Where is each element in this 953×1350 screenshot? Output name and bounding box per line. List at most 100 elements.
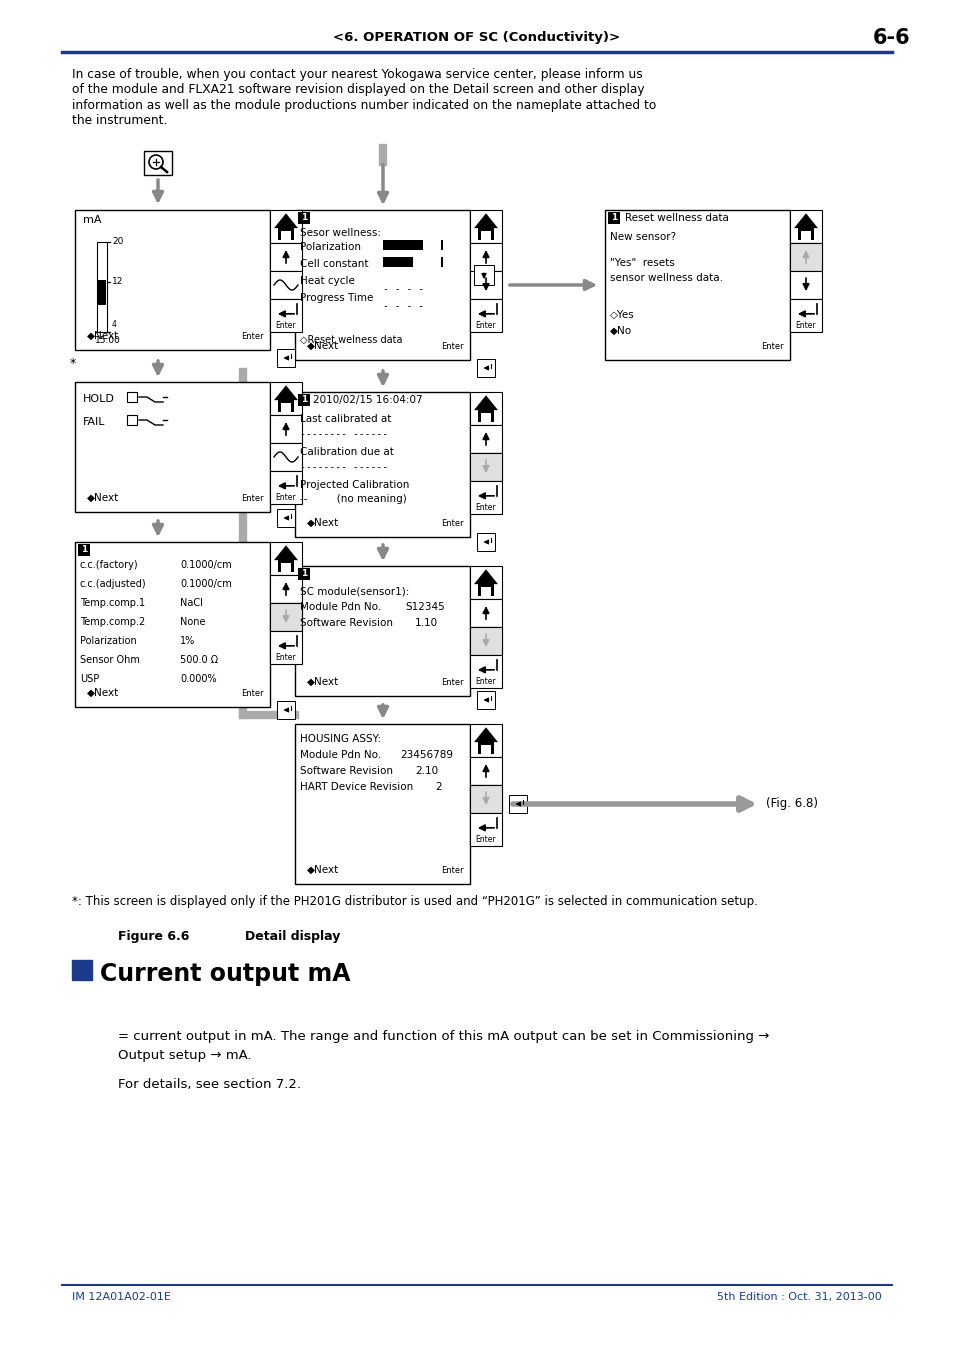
Bar bbox=[144, 151, 172, 176]
Text: Polarization: Polarization bbox=[80, 636, 136, 647]
Bar bbox=[470, 626, 501, 655]
Text: New sensor?: New sensor? bbox=[609, 232, 676, 242]
Text: 6-6: 6-6 bbox=[871, 28, 909, 49]
Bar bbox=[509, 795, 526, 813]
Text: 500.0 Ω: 500.0 Ω bbox=[180, 655, 218, 666]
Bar bbox=[270, 243, 302, 271]
Bar bbox=[277, 400, 294, 412]
Text: Enter: Enter bbox=[240, 494, 263, 504]
Bar bbox=[75, 211, 270, 350]
Bar bbox=[276, 350, 294, 367]
Bar bbox=[474, 265, 494, 285]
Polygon shape bbox=[793, 213, 817, 228]
Bar bbox=[476, 691, 495, 709]
Text: c.c.(adjusted): c.c.(adjusted) bbox=[80, 579, 147, 589]
Text: 1%: 1% bbox=[180, 636, 195, 647]
Text: Module Pdn No.: Module Pdn No. bbox=[299, 751, 381, 760]
Bar bbox=[270, 471, 302, 504]
Text: mA: mA bbox=[83, 215, 101, 225]
Text: *: * bbox=[70, 356, 76, 370]
Bar bbox=[477, 741, 494, 753]
Bar bbox=[789, 243, 821, 271]
Bar bbox=[297, 212, 310, 224]
Text: Enter: Enter bbox=[476, 676, 496, 686]
Bar bbox=[98, 279, 106, 305]
Bar bbox=[270, 271, 302, 298]
Text: ◆Next: ◆Next bbox=[307, 518, 339, 528]
Text: Enter: Enter bbox=[795, 321, 816, 329]
Text: Enter: Enter bbox=[440, 518, 463, 528]
Text: Temp.comp.1: Temp.comp.1 bbox=[80, 598, 145, 608]
Bar bbox=[470, 454, 501, 481]
Bar bbox=[75, 382, 270, 512]
Bar bbox=[470, 784, 501, 813]
Bar bbox=[789, 243, 821, 271]
Text: Software Revision: Software Revision bbox=[299, 618, 393, 628]
Bar bbox=[277, 227, 294, 240]
Text: HOLD: HOLD bbox=[83, 394, 114, 404]
Bar bbox=[382, 256, 442, 267]
Bar bbox=[78, 544, 90, 556]
Text: Enter: Enter bbox=[275, 321, 296, 329]
Text: 1: 1 bbox=[300, 213, 307, 223]
Text: 1: 1 bbox=[610, 213, 617, 223]
Bar bbox=[477, 583, 494, 595]
Text: Cell constant: Cell constant bbox=[299, 259, 368, 269]
Text: IM 12A01A02-01E: IM 12A01A02-01E bbox=[71, 1292, 171, 1301]
Bar bbox=[470, 784, 501, 813]
Text: Enter: Enter bbox=[440, 342, 463, 351]
Text: Enter: Enter bbox=[440, 865, 463, 875]
Bar bbox=[797, 227, 813, 240]
Bar bbox=[294, 392, 470, 537]
Text: Detail display: Detail display bbox=[245, 930, 340, 944]
Text: - - - -: - - - - bbox=[382, 284, 424, 294]
Text: In case of trouble, when you contact your nearest Yokogawa service center, pleas: In case of trouble, when you contact you… bbox=[71, 68, 642, 81]
Circle shape bbox=[149, 155, 163, 169]
Text: Projected Calibration: Projected Calibration bbox=[299, 481, 409, 490]
Text: ◆Next: ◆Next bbox=[307, 865, 339, 875]
Polygon shape bbox=[274, 385, 297, 400]
Text: Heat cycle: Heat cycle bbox=[299, 275, 355, 286]
Bar bbox=[270, 211, 302, 243]
Text: 4: 4 bbox=[112, 320, 117, 329]
Bar bbox=[281, 404, 291, 412]
Bar bbox=[470, 599, 501, 626]
Bar bbox=[297, 568, 310, 580]
Bar bbox=[477, 227, 494, 240]
Text: Enter: Enter bbox=[476, 504, 496, 512]
Text: Current output mA: Current output mA bbox=[100, 963, 350, 986]
Bar bbox=[789, 298, 821, 332]
Text: Enter: Enter bbox=[476, 321, 496, 329]
Text: Enter: Enter bbox=[240, 688, 263, 698]
Text: ◇Yes: ◇Yes bbox=[609, 310, 634, 320]
Text: For details, see section 7.2.: For details, see section 7.2. bbox=[118, 1079, 301, 1091]
Text: Progress Time: Progress Time bbox=[299, 293, 373, 302]
Text: None: None bbox=[180, 617, 205, 626]
Polygon shape bbox=[474, 728, 497, 743]
Text: -------- ------: -------- ------ bbox=[299, 462, 388, 472]
Text: ◆Next: ◆Next bbox=[87, 688, 119, 698]
Polygon shape bbox=[274, 545, 297, 560]
Polygon shape bbox=[274, 213, 297, 228]
Bar bbox=[789, 211, 821, 243]
Bar bbox=[470, 211, 501, 243]
Text: 1: 1 bbox=[81, 545, 87, 555]
Text: *: This screen is displayed only if the PH201G distributor is used and “PH201G” : *: This screen is displayed only if the … bbox=[71, 895, 757, 909]
Text: 1: 1 bbox=[300, 570, 307, 579]
Text: "Yes"  resets: "Yes" resets bbox=[609, 258, 674, 269]
Text: ◆Next: ◆Next bbox=[87, 331, 119, 342]
Text: <6. OPERATION OF SC (Conductivity)>: <6. OPERATION OF SC (Conductivity)> bbox=[334, 31, 619, 45]
Bar bbox=[470, 425, 501, 454]
Text: 0.000%: 0.000% bbox=[180, 674, 216, 684]
Bar bbox=[270, 414, 302, 443]
Text: = current output in mA. The range and function of this mA output can be set in C: = current output in mA. The range and fu… bbox=[118, 1030, 768, 1044]
Bar bbox=[294, 724, 470, 884]
Text: (Fig. 6.8): (Fig. 6.8) bbox=[765, 798, 817, 810]
Bar bbox=[270, 630, 302, 664]
Polygon shape bbox=[474, 213, 497, 228]
Text: 2010/02/15 16:04:07: 2010/02/15 16:04:07 bbox=[313, 396, 422, 405]
Text: of the module and FLXA21 software revision displayed on the Detail screen and ot: of the module and FLXA21 software revisi… bbox=[71, 84, 644, 96]
Bar bbox=[470, 566, 501, 599]
Text: 5th Edition : Oct. 31, 2013-00: 5th Edition : Oct. 31, 2013-00 bbox=[717, 1292, 882, 1301]
Bar bbox=[476, 359, 495, 377]
